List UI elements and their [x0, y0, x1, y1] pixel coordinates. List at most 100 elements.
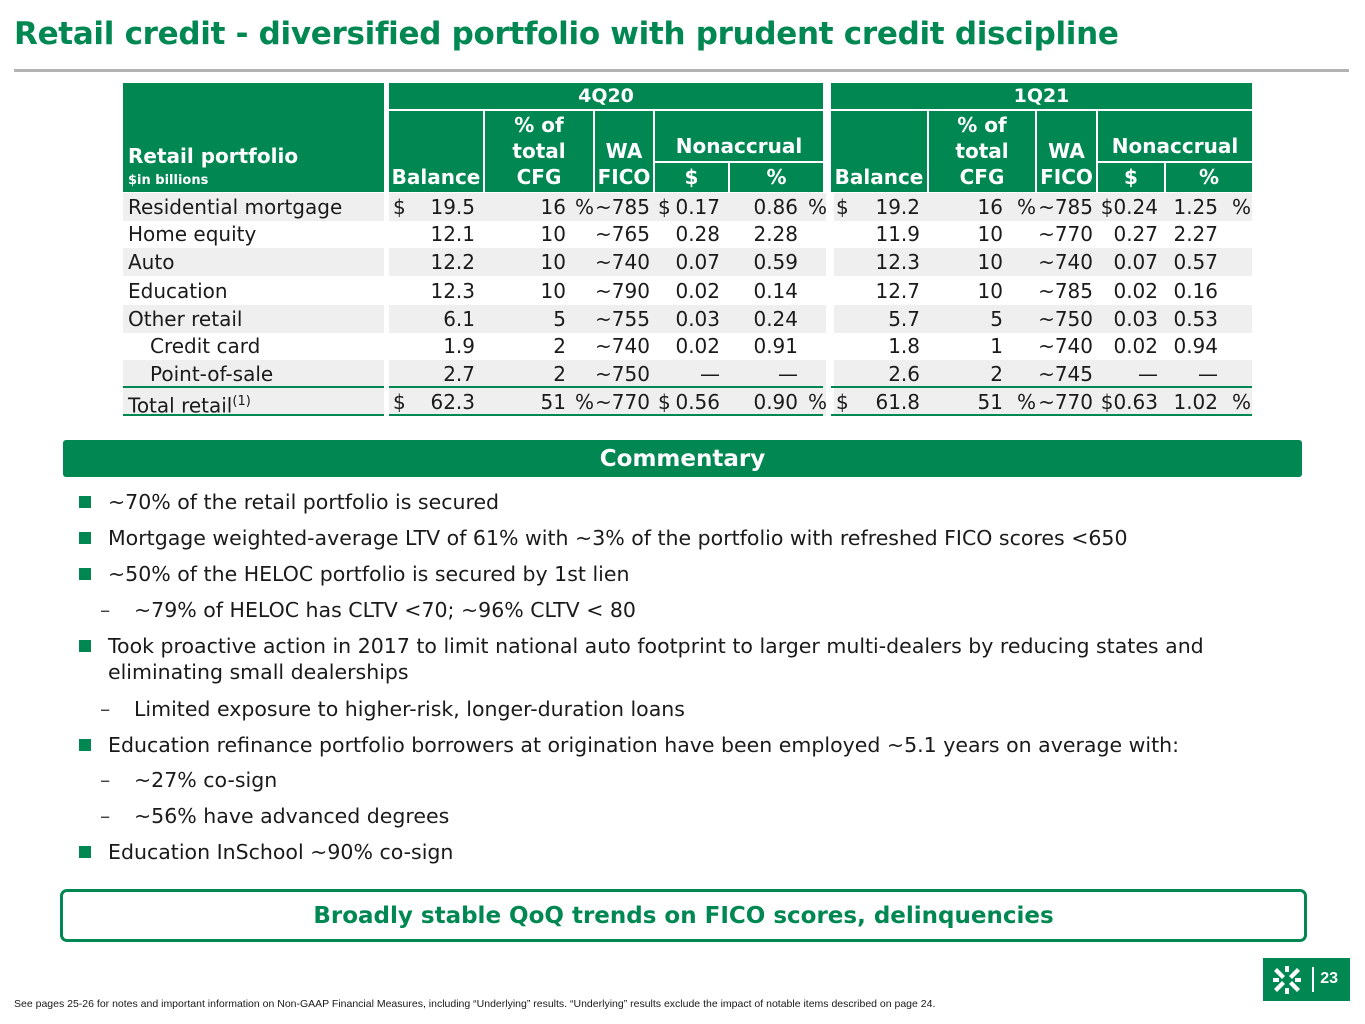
cell-na-cur1: $ [658, 390, 671, 414]
cell-na-psym2 [1232, 220, 1248, 248]
cell-bal1: 2.7 [443, 362, 475, 386]
footnote-marker: (1) [232, 394, 251, 409]
cell-na-p1: 0.14 [753, 279, 798, 303]
cell-label: Education [128, 279, 228, 303]
cell-na-d1: 0.02 [675, 334, 720, 358]
cell-na-psym1 [808, 277, 824, 305]
header-bg-4q20 [389, 111, 823, 192]
cell-na-p2: 1.02 [1173, 390, 1218, 414]
cell-label: Auto [128, 250, 175, 274]
cell-na-d1: 0.02 [675, 279, 720, 303]
footnote: See pages 25-26 for notes and important … [14, 998, 936, 1010]
cell-na-psym2 [1232, 248, 1248, 276]
bullet-square-icon [79, 496, 91, 508]
cell-pctsym1 [575, 305, 591, 333]
cell-bal1: 6.1 [443, 307, 475, 331]
cell-na-p1: — [778, 362, 798, 386]
header-na-dollar-1q21: $ [1124, 165, 1138, 189]
cell-na-p2: 0.53 [1173, 307, 1218, 331]
cell-pctsym1 [575, 360, 591, 388]
cell-label: Point-of-sale [150, 362, 274, 386]
cell-pctsym2 [1017, 220, 1033, 248]
cell-na-p2: 0.94 [1173, 334, 1218, 358]
cell-pctsym1: % [575, 195, 595, 219]
header-na-pct-4q20: % [766, 165, 787, 189]
cell-bal2: 2.6 [888, 362, 920, 386]
cell-fico1: ~740 [595, 334, 650, 358]
cell-na-p2: 2.27 [1173, 222, 1218, 246]
cell-na-p1: 2.28 [753, 222, 798, 246]
cell-na-p2: 0.16 [1173, 279, 1218, 303]
header-pct-total-1q21: % of total CFG [955, 113, 1009, 189]
table-row: Other retail 6.1 5 ~755 0.03 0.24 5.7 5 ~750 0.03… [123, 305, 1252, 333]
header-units: $in billions [128, 173, 209, 188]
cell-na-d1: 0.56 [675, 390, 720, 414]
cell-pct1: 10 [540, 250, 566, 274]
cell-pct2: 2 [990, 362, 1003, 386]
cell-pct1: 2 [553, 362, 566, 386]
cell-bal2: 5.7 [888, 307, 920, 331]
cell-pctsym2 [1017, 332, 1033, 360]
bullet-square-icon [79, 568, 91, 580]
cell-pct1: 5 [553, 307, 566, 331]
cell-na-psym2: % [1232, 390, 1252, 414]
table-total-row: Total retail(1) $62.3 51% ~770 $0.56 0.90% $61… [123, 388, 1252, 418]
cell-na-d2: 0.27 [1113, 222, 1158, 246]
cell-cur1: $ [393, 390, 406, 414]
cell-na-d2: 0.02 [1113, 334, 1158, 358]
header-nonaccrual-1q21: Nonaccrual [1111, 134, 1239, 158]
cell-label: Total retail(1) [128, 393, 251, 418]
header-period-1q21: 1Q21 [831, 83, 1252, 109]
cell-na-psym2 [1232, 305, 1248, 333]
cell-na-p2: 0.57 [1173, 250, 1218, 274]
header-na-pct-1q21: % [1198, 165, 1220, 189]
header-bg-1q21 [831, 111, 1252, 192]
bullet-square-icon [79, 846, 91, 858]
cell-fico1: ~750 [595, 362, 650, 386]
cell-na-p1: 0.91 [753, 334, 798, 358]
cell-fico1: ~790 [595, 279, 650, 303]
cell-pct2: 10 [977, 279, 1003, 303]
cell-pctsym1 [575, 220, 591, 248]
table-rule [123, 386, 384, 388]
cell-pctsym2 [1017, 248, 1033, 276]
cell-pct2: 5 [990, 307, 1003, 331]
cell-na-p1: 0.24 [753, 307, 798, 331]
cell-na-p1: 0.90 [753, 390, 798, 414]
cell-na-d2: 0.02 [1113, 279, 1158, 303]
page-number: 23 [1320, 970, 1338, 987]
cell-na-cur1: $ [658, 195, 671, 219]
table-rule [389, 386, 823, 388]
table-row: Point-of-sale 2.7 2 ~750 — — 2.6 2 ~745 — — [123, 360, 1252, 388]
cell-pct2: 51 [977, 390, 1003, 414]
header-pct-total-4q20: % of total CFG [512, 113, 566, 189]
commentary-heading: Commentary [63, 440, 1302, 477]
header-balance-1q21: Balance [834, 165, 924, 189]
citizens-logo-icon [1273, 966, 1301, 994]
cell-bal2: 61.8 [875, 390, 920, 414]
cell-pctsym1 [575, 248, 591, 276]
cell-na-p2: 1.25 [1173, 195, 1218, 219]
page-title: Retail credit - diversified portfolio wi… [14, 16, 1119, 52]
cell-fico1: ~755 [595, 307, 650, 331]
cell-bal2: 1.8 [888, 334, 920, 358]
cell-pctsym2: % [1017, 390, 1037, 414]
cell-na-p1: 0.86 [753, 195, 798, 219]
table-row: Auto 12.2 10 ~740 0.07 0.59 12.3 10 ~740 0.07 0.57 [123, 248, 1252, 276]
cell-na-d1: 0.28 [675, 222, 720, 246]
cell-fico2: ~785 [1038, 279, 1093, 303]
key-takeaway-callout: Broadly stable QoQ trends on FICO scores… [60, 889, 1307, 942]
cell-na-d2: 0.03 [1113, 307, 1158, 331]
cell-na-d2: $0.63 [1100, 390, 1158, 414]
cell-na-psym1 [808, 305, 824, 333]
cell-na-p1: 0.59 [753, 250, 798, 274]
bullet-square-icon [79, 532, 91, 544]
cell-pct1: 10 [540, 279, 566, 303]
cell-fico1: ~770 [595, 390, 650, 414]
cell-bal1: 12.2 [430, 250, 475, 274]
header-bg-label [123, 83, 384, 192]
cell-bal2: 11.9 [875, 222, 920, 246]
header-wa-fico-4q20: WA FICO [597, 139, 651, 189]
cell-na-p2: — [1198, 362, 1218, 386]
cell-na-psym1 [808, 332, 824, 360]
